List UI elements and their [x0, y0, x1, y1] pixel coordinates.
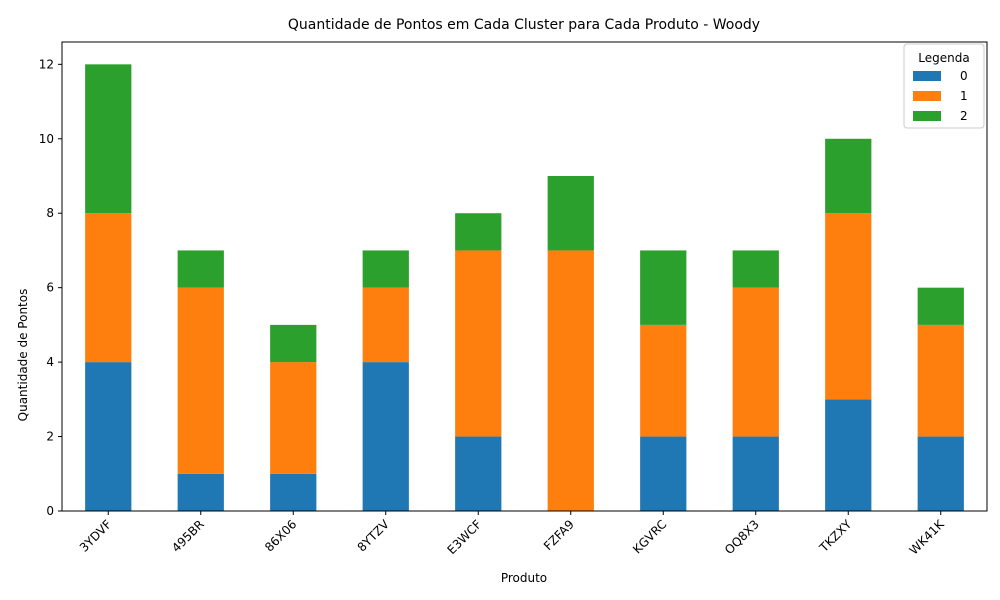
bar-WK41K-series-1 — [917, 324, 964, 437]
chart-title: Quantidade de Pontos em Cada Cluster par… — [288, 17, 760, 33]
bar-E3WCF-series-2 — [455, 213, 502, 251]
x-tick-label: 8YTZV — [355, 517, 393, 555]
bar-86X06-series-0 — [270, 473, 317, 511]
x-axis-title: Produto — [501, 571, 547, 585]
y-tick-label: 2 — [46, 430, 54, 444]
x-tick-label: WK41K — [907, 516, 948, 557]
y-tick-label: 6 — [46, 281, 54, 295]
bar-E3WCF-series-1 — [455, 250, 502, 437]
bar-3YDVF-series-1 — [85, 213, 132, 363]
legend-box — [903, 43, 985, 129]
y-tick-label: 4 — [46, 355, 54, 369]
bar-3YDVF-series-2 — [85, 64, 132, 214]
legend-items: 0 1 2 — [913, 69, 968, 123]
bar-8YTZV-series-2 — [362, 250, 409, 288]
y-tick-label: 12 — [39, 57, 54, 71]
bar-WK41K-series-0 — [917, 436, 964, 511]
y-tick-label: 0 — [46, 504, 54, 518]
legend-label-2: 2 — [960, 109, 968, 123]
bar-8YTZV-series-0 — [362, 362, 409, 511]
bar-8YTZV-series-1 — [362, 287, 409, 363]
plot-frame — [61, 41, 988, 512]
bar-OQ8X3-series-1 — [732, 287, 779, 437]
y-axis-title: Quantidade de Pontos — [16, 289, 30, 422]
bar-KGVRC-series-0 — [640, 436, 687, 511]
bar-86X06-series-1 — [270, 362, 317, 474]
bar-FZFA9-series-1 — [547, 250, 594, 511]
legend-swatch-0 — [913, 71, 941, 81]
x-tick-label: TKZXY — [816, 517, 855, 556]
x-tick-label: E3WCF — [445, 517, 485, 557]
y-tick-label: 8 — [46, 206, 54, 220]
bar-3YDVF-series-0 — [85, 362, 132, 511]
bar-KGVRC-series-2 — [640, 250, 687, 325]
legend-label-1: 1 — [960, 89, 968, 103]
bar-495BR-series-0 — [177, 473, 224, 511]
bar-E3WCF-series-0 — [455, 436, 502, 511]
bar-TKZXY-series-1 — [825, 213, 872, 400]
x-tick-label: 3YDVF — [77, 517, 115, 555]
legend-title: Legenda — [918, 51, 969, 65]
x-tick-label: 495BR — [169, 517, 207, 555]
bar-WK41K-series-2 — [917, 287, 964, 325]
x-tick-label: OQ8X3 — [722, 517, 762, 557]
bar-495BR-series-1 — [177, 287, 224, 474]
x-tick-label: KGVRC — [630, 517, 669, 556]
x-tick-label: 86X06 — [262, 517, 299, 554]
bar-OQ8X3-series-2 — [732, 250, 779, 288]
bar-86X06-series-2 — [270, 324, 317, 363]
y-tick-label: 10 — [39, 132, 54, 146]
bar-495BR-series-2 — [177, 250, 224, 288]
bar-FZFA9-series-2 — [547, 176, 594, 251]
bar-TKZXY-series-0 — [825, 399, 872, 511]
bar-TKZXY-series-2 — [825, 138, 872, 214]
legend: Legenda 0 1 2 — [903, 43, 985, 129]
legend-swatch-2 — [913, 111, 941, 121]
bar-KGVRC-series-1 — [640, 324, 687, 437]
bar-OQ8X3-series-0 — [732, 436, 779, 511]
legend-swatch-1 — [913, 91, 941, 101]
x-tick-label: FZFA9 — [541, 517, 577, 553]
legend-label-0: 0 — [960, 69, 968, 83]
